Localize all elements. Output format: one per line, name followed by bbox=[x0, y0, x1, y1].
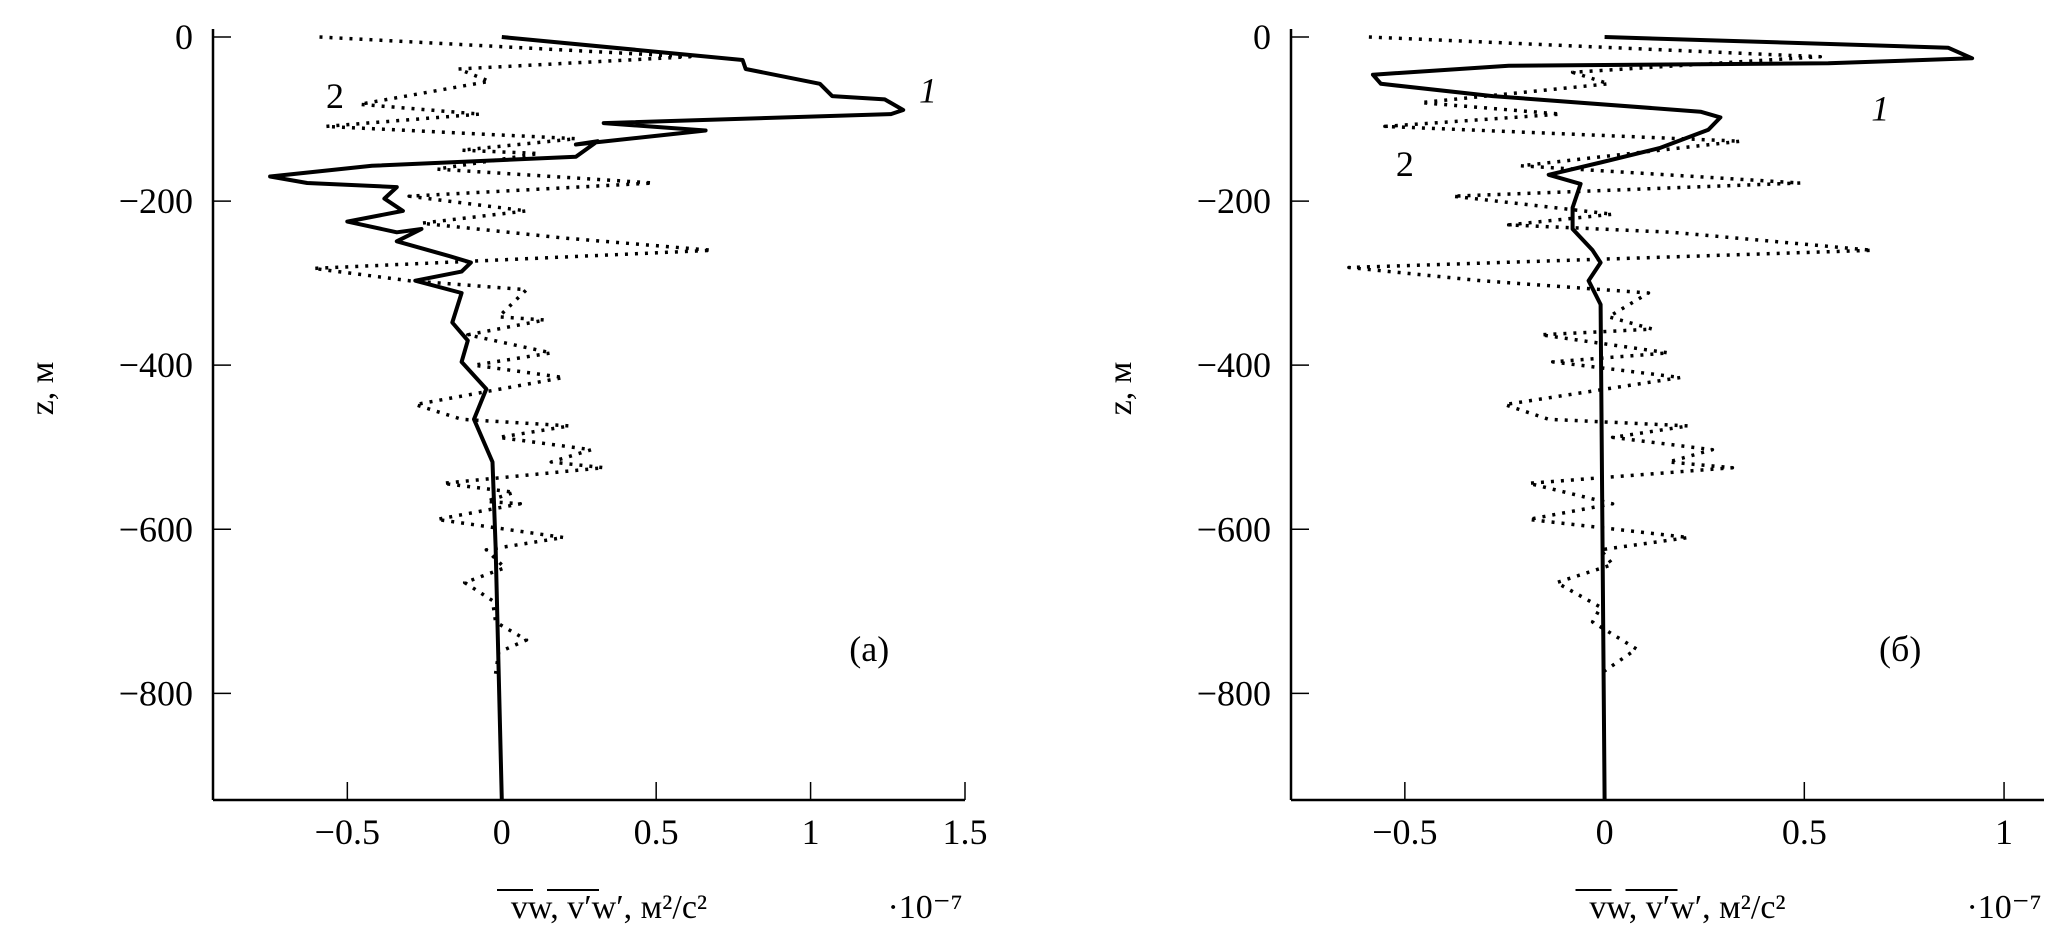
series-line-1 bbox=[268, 35, 906, 801]
series-label-2: 2 bbox=[1396, 144, 1414, 184]
y-tick-label: −400 bbox=[119, 345, 193, 385]
y-tick-label: −400 bbox=[1197, 345, 1271, 385]
series-line-2 bbox=[1347, 35, 1874, 676]
series-label-2: 2 bbox=[326, 76, 344, 116]
x-tick-label: 1.5 bbox=[943, 812, 988, 852]
x-multiplier: ·10⁻⁷ bbox=[887, 889, 962, 926]
x-multiplier: ·10⁻⁷ bbox=[1966, 889, 2041, 926]
series-label-1: 1 bbox=[919, 70, 937, 110]
y-tick-label: −200 bbox=[1197, 181, 1271, 221]
x-axis-label: vw, v′w′, м²/с² bbox=[511, 889, 707, 926]
x-tick-label: 0.5 bbox=[634, 812, 679, 852]
x-tick-label: 1 bbox=[802, 812, 820, 852]
series-line-1 bbox=[1370, 35, 1975, 801]
panel-label: (a) bbox=[849, 629, 889, 669]
y-axis-label: z, м bbox=[1102, 362, 1139, 416]
x-axis-label: vw, v′w′, м²/с² bbox=[1589, 889, 1785, 926]
x-tick-label: 0 bbox=[1596, 812, 1614, 852]
x-tick-label: 0.5 bbox=[1782, 812, 1827, 852]
panel-label: (б) bbox=[1879, 629, 1921, 669]
x-tick-label: −0.5 bbox=[1372, 812, 1437, 852]
y-tick-label: 0 bbox=[1253, 17, 1271, 57]
panel-a: −0.5 0 0.5 1 1.5 0 −200 −400 −600 −800 vw, v′w′, м… bbox=[24, 17, 988, 926]
y-tick-label: −800 bbox=[1197, 673, 1271, 713]
x-tick-label: −0.5 bbox=[315, 812, 380, 852]
series-label-1: 1 bbox=[1871, 88, 1889, 128]
x-tick-label: 0 bbox=[493, 812, 511, 852]
panel-b: −0.5 0 0.5 1 0 −200 −400 −600 −800 vw, v′w′, м²/с… bbox=[1102, 17, 2044, 926]
y-tick-label: 0 bbox=[175, 17, 193, 57]
y-axis-label: z, м bbox=[24, 362, 61, 416]
series-line-2 bbox=[311, 35, 714, 674]
y-tick-label: −200 bbox=[119, 181, 193, 221]
x-tick-label: 1 bbox=[1995, 812, 2013, 852]
y-tick-label: −600 bbox=[119, 509, 193, 549]
y-tick-label: −800 bbox=[119, 673, 193, 713]
y-tick-label: −600 bbox=[1197, 509, 1271, 549]
